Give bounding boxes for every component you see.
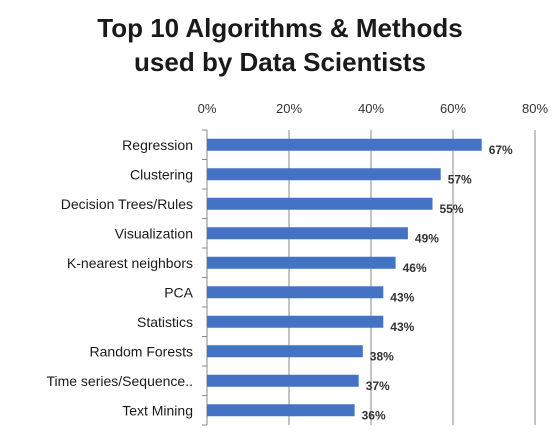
bar <box>207 286 384 299</box>
data-label: 49% <box>415 231 439 245</box>
data-label: 36% <box>362 408 386 422</box>
category-label: PCA <box>164 284 193 300</box>
category-label: Clustering <box>130 166 193 182</box>
x-tick-label: 80% <box>522 101 548 116</box>
bar <box>207 374 359 387</box>
category-label: Decision Trees/Rules <box>61 196 193 212</box>
bar <box>207 227 408 240</box>
category-label: Visualization <box>115 225 193 241</box>
data-label: 55% <box>440 202 464 216</box>
x-tick-label: 20% <box>276 101 302 116</box>
x-tick-label: 40% <box>358 101 384 116</box>
x-tick-label: 0% <box>198 101 217 116</box>
x-tick-label: 60% <box>440 101 466 116</box>
bar <box>207 345 363 358</box>
data-label: 43% <box>390 290 414 304</box>
data-label: 43% <box>390 320 414 334</box>
data-label: 67% <box>489 143 513 157</box>
data-label: 37% <box>366 379 390 393</box>
bar <box>207 256 396 269</box>
bar <box>207 315 384 328</box>
category-label: Random Forests <box>90 343 193 359</box>
bar <box>207 138 482 151</box>
chart-title-line-1: Top 10 Algorithms & Methods <box>97 13 463 43</box>
bar <box>207 168 441 181</box>
category-label: Time series/Sequence.. <box>46 373 193 389</box>
data-label: 46% <box>403 261 427 275</box>
chart-title-line-2: used by Data Scientists <box>134 47 426 77</box>
category-label: Regression <box>122 137 193 153</box>
data-label: 38% <box>370 349 394 363</box>
category-label: K-nearest neighbors <box>67 255 193 271</box>
bar <box>207 197 433 210</box>
category-label: Text Mining <box>122 402 193 418</box>
category-label: Statistics <box>137 314 193 330</box>
data-label: 57% <box>448 172 472 186</box>
bar <box>207 404 355 417</box>
